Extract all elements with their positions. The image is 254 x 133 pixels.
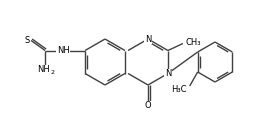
Text: N: N [164,69,170,78]
Text: O: O [144,101,151,111]
Text: NH: NH [37,65,49,74]
Text: NH: NH [56,46,69,55]
Text: N: N [144,34,151,43]
Text: H₃C: H₃C [170,84,186,93]
Text: S: S [24,36,29,45]
Text: 2: 2 [50,70,54,75]
Text: CH₃: CH₃ [185,38,201,47]
